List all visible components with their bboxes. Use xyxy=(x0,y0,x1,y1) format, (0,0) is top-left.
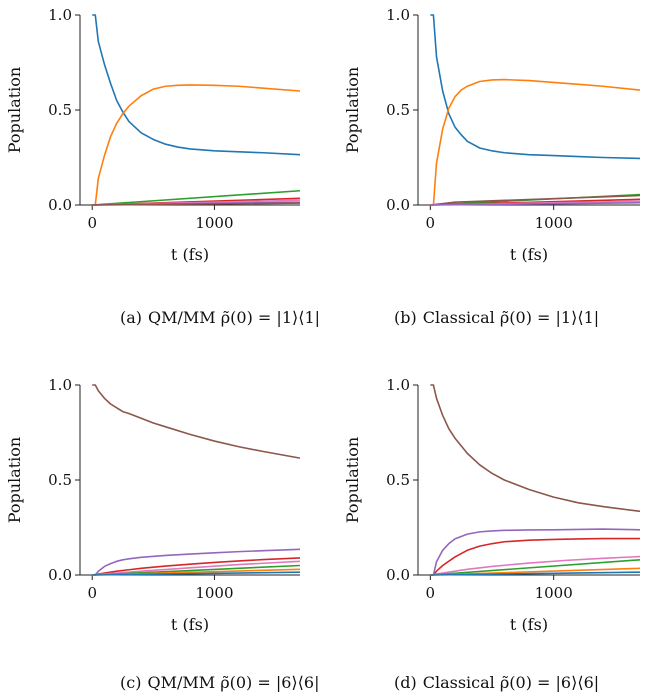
caption-d: (d) Classical ρ̃(0) = |6⟩⟨6| xyxy=(394,673,599,692)
y-tick-label-b-2: 1.0 xyxy=(386,6,410,24)
y-axis-label-c: Population xyxy=(5,437,24,523)
series-line-d-0 xyxy=(430,384,641,513)
y-tick-label-b-0: 0.0 xyxy=(386,196,410,214)
y-axis-label-d: Population xyxy=(343,437,362,523)
x-axis-label-c: t (fs) xyxy=(171,615,209,634)
caption-c: (c) QM/MM ρ̃(0) = |6⟩⟨6| xyxy=(120,673,319,692)
series-line-b-6 xyxy=(430,201,641,206)
series-line-b-0 xyxy=(430,14,641,160)
panel-a: 0.0 0.5 1.0 0 1000 t (fs) Population xyxy=(5,6,301,264)
y-tick-label-c-0: 0.0 xyxy=(48,566,72,584)
y-tick-label-d-1: 0.5 xyxy=(386,471,410,489)
caption-b-text: Classical ρ̃(0) = |1⟩⟨1| xyxy=(422,308,600,327)
x-axis-label-a: t (fs) xyxy=(171,245,209,264)
x-axis-label-d: t (fs) xyxy=(510,615,548,634)
series-line-a-6 xyxy=(92,202,301,206)
x-tick-label-a-0: 0 xyxy=(87,214,97,232)
series-line-c-6 xyxy=(92,571,301,576)
y-axis-label-a: Population xyxy=(5,67,24,153)
series-line-c-1 xyxy=(92,548,301,576)
x-tick-label-c-0: 0 xyxy=(87,584,97,602)
y-tick-label-c-1: 0.5 xyxy=(48,471,72,489)
x-tick-label-c-1: 1000 xyxy=(195,584,233,602)
x-axis-label-b: t (fs) xyxy=(510,245,548,264)
caption-d-letter: (d) xyxy=(394,673,417,692)
caption-b: (b) Classical ρ̃(0) = |1⟩⟨1| xyxy=(394,308,599,327)
series-line-c-2 xyxy=(92,557,301,576)
caption-c-letter: (c) xyxy=(120,673,142,692)
series-line-a-0 xyxy=(92,14,301,156)
y-tick-label-d-0: 0.0 xyxy=(386,566,410,584)
series-line-d-2 xyxy=(430,537,640,576)
panel-b: 0.0 0.5 1.0 0 1000 t (fs) Population xyxy=(343,6,641,264)
series-line-c-0 xyxy=(92,384,301,459)
y-tick-label-d-2: 1.0 xyxy=(386,376,410,394)
series-line-d-3 xyxy=(430,555,641,576)
y-tick-label-a-2: 1.0 xyxy=(48,6,72,24)
x-tick-label-b-1: 1000 xyxy=(535,214,573,232)
caption-a-letter: (a) xyxy=(120,308,143,327)
x-tick-label-a-1: 1000 xyxy=(195,214,233,232)
x-tick-label-b-0: 0 xyxy=(426,214,436,232)
y-tick-label-a-1: 0.5 xyxy=(48,101,72,119)
x-tick-label-d-0: 0 xyxy=(426,584,436,602)
series-line-d-6 xyxy=(430,571,641,576)
y-tick-label-a-0: 0.0 xyxy=(48,196,72,214)
panel-d: 0.0 0.5 1.0 0 1000 t (fs) Population xyxy=(343,376,641,634)
series-line-b-1 xyxy=(430,78,641,206)
panel-c: 0.0 0.5 1.0 0 1000 t (fs) Population xyxy=(5,376,301,634)
y-tick-label-b-1: 0.5 xyxy=(386,101,410,119)
caption-c-text: QM/MM ρ̃(0) = |6⟩⟨6| xyxy=(147,673,320,692)
series-line-a-1 xyxy=(92,84,301,206)
series-line-a-2 xyxy=(92,189,301,206)
series-line-d-1 xyxy=(430,528,641,576)
caption-a-text: QM/MM ρ̃(0) = |1⟩⟨1| xyxy=(148,308,321,327)
series-line-d-4 xyxy=(430,559,641,576)
x-tick-label-d-1: 1000 xyxy=(535,584,573,602)
y-tick-label-c-2: 1.0 xyxy=(48,376,72,394)
caption-d-text: Classical ρ̃(0) = |6⟩⟨6| xyxy=(422,673,600,692)
caption-a: (a) QM/MM ρ̃(0) = |1⟩⟨1| xyxy=(120,308,320,327)
caption-b-letter: (b) xyxy=(394,308,417,327)
y-axis-label-b: Population xyxy=(343,67,362,153)
